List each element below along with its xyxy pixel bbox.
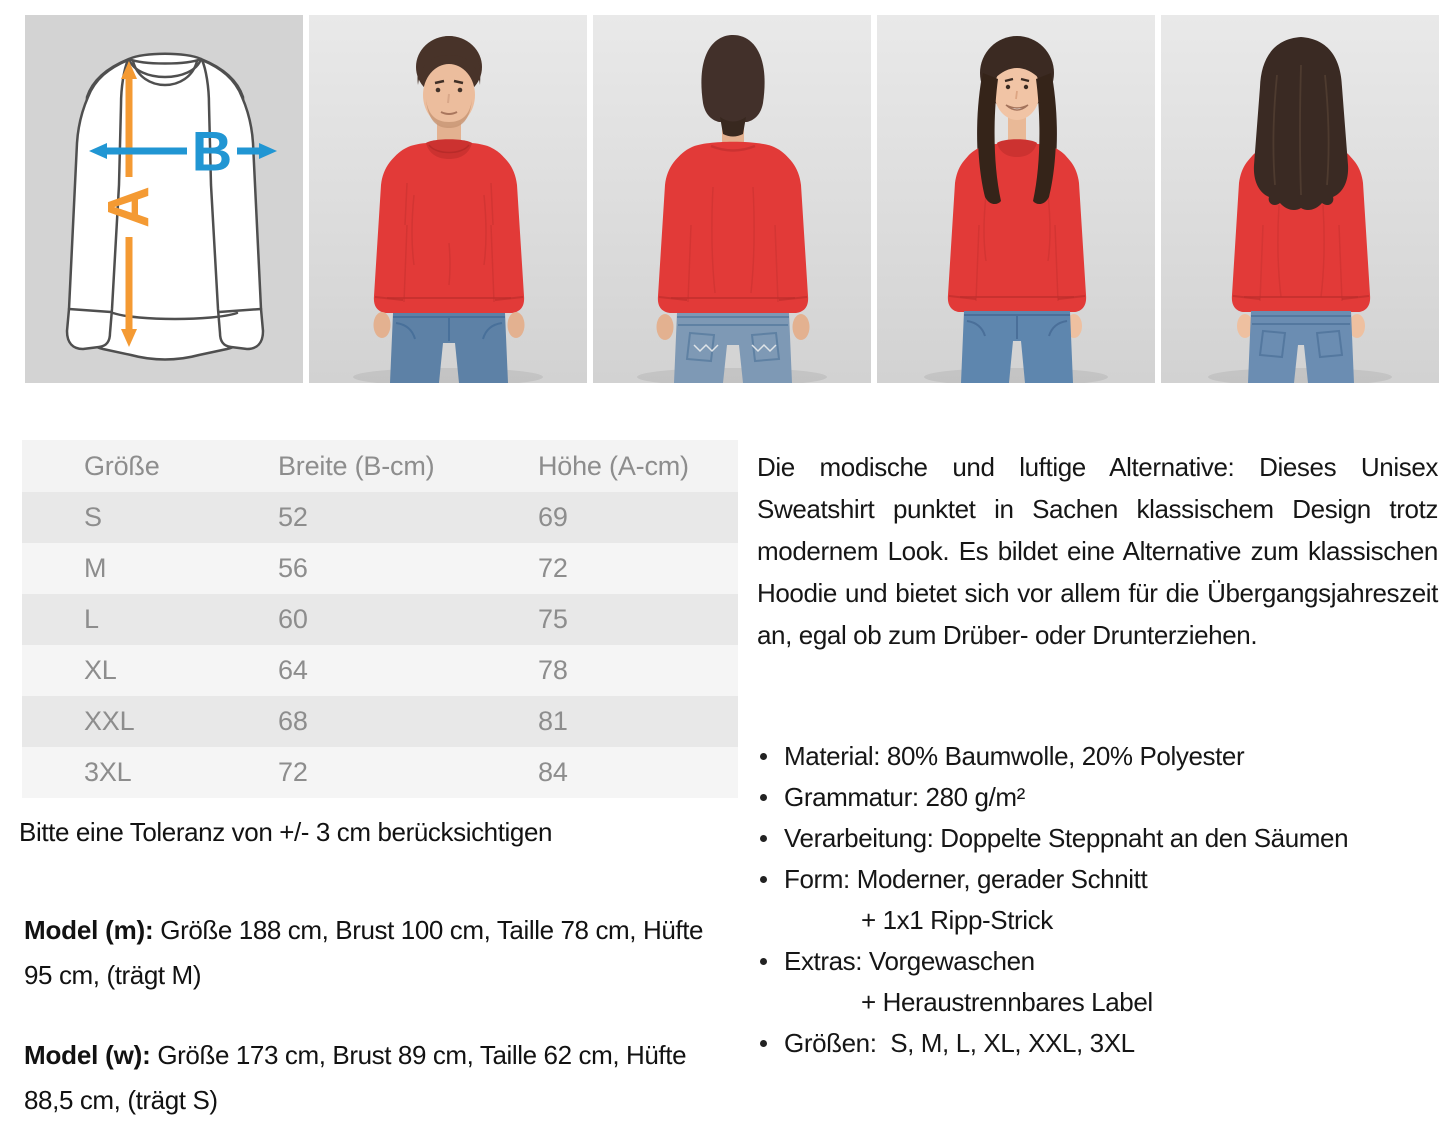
features-list: Material: 80% Baumwolle, 20% Polyester G… (757, 736, 1445, 1064)
model-m-note: Model (m): Größe 188 cm, Brust 100 cm, T… (24, 908, 730, 998)
width-arrow-icon: B (89, 120, 277, 183)
height-arrow-icon: A (97, 61, 162, 347)
photo-woman-front (877, 15, 1155, 383)
feature-verarbeitung: Verarbeitung: Doppelte Steppnaht an den … (757, 818, 1445, 859)
feature-form: Form: Moderner, gerader Schnitt (757, 859, 1445, 900)
width-label: B (192, 120, 232, 183)
photo-woman-back (1161, 15, 1439, 383)
model-w-label: Model (w): (24, 1040, 151, 1070)
table-row-s: S 52 69 (22, 492, 738, 543)
table-row-3xl: 3XL 72 84 (22, 747, 738, 798)
man-back-photo (593, 15, 871, 383)
sweatshirt-outline (65, 52, 265, 361)
tolerance-note: Bitte eine Toleranz von +/- 3 cm berücks… (19, 817, 553, 847)
feature-grammatur: Grammatur: 280 g/m² (757, 777, 1445, 818)
table-row-xl: XL 64 78 (22, 645, 738, 696)
bullet-icon (760, 876, 767, 883)
table-row-xxl: XXL 68 81 (22, 696, 738, 747)
size-diagram-graphic: A B (25, 15, 303, 383)
feature-groessen: Größen: S, M, L, XL, XXL, 3XL (757, 1023, 1445, 1064)
bullet-icon (760, 835, 767, 842)
bullet-icon (760, 794, 767, 801)
woman-back-photo (1161, 15, 1439, 383)
size-table-header-row: Größe Breite (B-cm) Höhe (A-cm) (22, 440, 738, 492)
bullet-icon (760, 1040, 767, 1047)
feature-material: Material: 80% Baumwolle, 20% Polyester (757, 736, 1445, 777)
col-header-breite: Breite (B-cm) (278, 450, 435, 481)
feature-form-ripp-strick: + 1x1 Ripp-Strick (861, 905, 1053, 935)
size-table: Größe Breite (B-cm) Höhe (A-cm) S 52 69 … (22, 440, 738, 798)
model-m-text: Größe 188 cm, Brust 100 cm, Taille 78 cm… (24, 915, 704, 990)
bullet-icon (760, 753, 767, 760)
bullet-icon (760, 958, 767, 965)
model-w-text: Größe 173 cm, Brust 89 cm, Taille 62 cm,… (24, 1040, 687, 1115)
product-image-row: A B (25, 15, 1439, 383)
model-m-label: Model (m): (24, 915, 154, 945)
feature-extras: Extras: Vorgewaschen (757, 941, 1445, 982)
model-w-note: Model (w): Größe 173 cm, Brust 89 cm, Ta… (24, 1033, 730, 1123)
col-header-hoehe: Höhe (A-cm) (538, 450, 689, 481)
photo-man-front (309, 15, 587, 383)
woman-front-photo (877, 15, 1155, 383)
man-front-photo (309, 15, 587, 383)
table-row-l: L 60 75 (22, 594, 738, 645)
table-row-m: M 56 72 (22, 543, 738, 594)
product-description: Die modische und luftige Alternative: Di… (757, 452, 1438, 650)
height-label: A (97, 186, 162, 228)
size-diagram: A B (25, 15, 303, 383)
photo-man-back (593, 15, 871, 383)
feature-extras-label: + Heraustrennbares Label (861, 987, 1153, 1017)
col-header-groesse: Größe (84, 450, 160, 481)
